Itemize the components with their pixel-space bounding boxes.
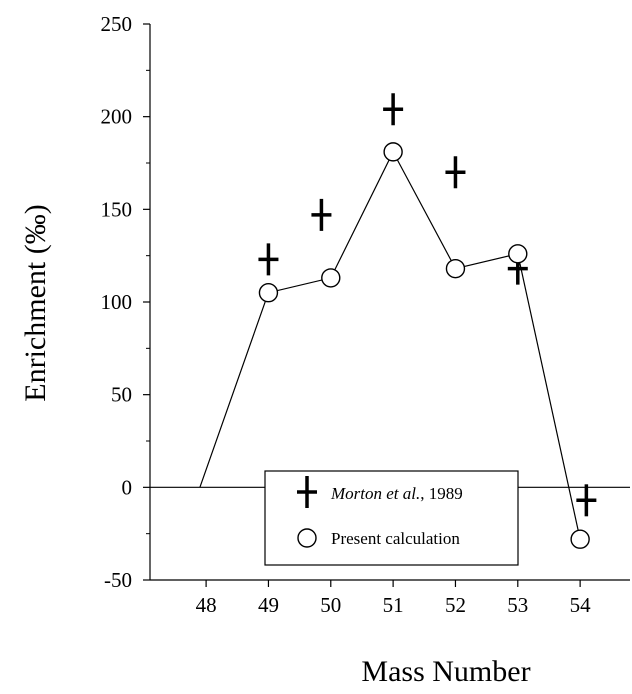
y-tick-label: 0 xyxy=(122,475,133,499)
x-tick-label: 48 xyxy=(196,593,217,617)
y-tick-label: 200 xyxy=(101,105,133,129)
calculation-point xyxy=(383,142,403,162)
x-axis-title: Mass Number xyxy=(361,655,530,688)
morton-point xyxy=(576,484,597,517)
morton-point xyxy=(258,243,279,276)
y-ticks: -50 0 50 100 150 200 250 xyxy=(101,12,150,592)
legend-plus-marker xyxy=(297,476,317,508)
data-markers xyxy=(258,93,597,549)
morton-point xyxy=(445,156,466,189)
calculation-point xyxy=(321,268,341,288)
x-tick-label: 52 xyxy=(445,593,466,617)
y-tick-label: 50 xyxy=(111,383,132,407)
y-tick-label: -50 xyxy=(104,568,132,592)
x-ticks: 48 49 50 51 52 53 54 xyxy=(196,580,592,617)
legend-circle xyxy=(297,528,317,548)
morton-point xyxy=(311,198,332,231)
legend-label-morton: Morton et al., 1989 xyxy=(330,484,463,503)
legend-label-morton-italic: Morton et al. xyxy=(330,484,420,503)
morton-point xyxy=(383,93,404,126)
legend: Morton et al., 1989 Present calculation xyxy=(264,470,519,566)
x-tick-label: 54 xyxy=(570,593,592,617)
legend-label-calculation: Present calculation xyxy=(331,529,460,548)
calculation-point xyxy=(508,244,528,264)
x-tick-label: 49 xyxy=(258,593,279,617)
x-tick-label: 51 xyxy=(383,593,404,617)
y-tick-label: 150 xyxy=(101,197,133,221)
calculation-point xyxy=(570,529,590,549)
y-tick-label: 100 xyxy=(101,290,133,314)
legend-plus xyxy=(297,476,317,508)
calculation-point xyxy=(258,283,279,303)
x-tick-label: 53 xyxy=(507,593,528,617)
legend-label-morton-rest: , 1989 xyxy=(420,484,463,503)
y-tick-label: 250 xyxy=(101,12,133,36)
x-tick-label: 50 xyxy=(320,593,341,617)
y-axis-title: Enrichment (‰) xyxy=(19,204,52,401)
legend-circle-marker xyxy=(297,528,317,548)
calculation-point xyxy=(445,258,466,279)
